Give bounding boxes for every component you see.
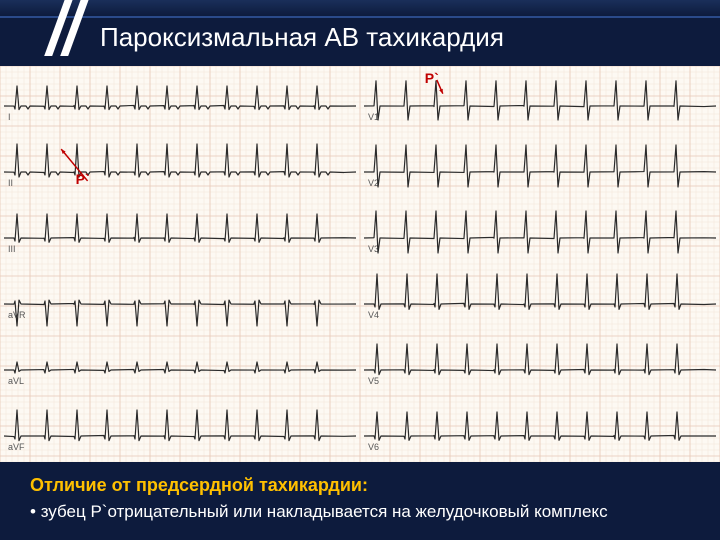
corner-decoration [40, 0, 100, 56]
svg-text:V6: V6 [368, 442, 379, 452]
p-marker-label: P` [425, 70, 439, 86]
svg-text:II: II [8, 178, 13, 188]
footer-bullet-text: зубец Р`отрицательный или накладывается … [41, 502, 608, 521]
header-bar [0, 0, 720, 18]
svg-text:V4: V4 [368, 310, 379, 320]
svg-text:aVF: aVF [8, 442, 25, 452]
slide: Пароксизмальная АВ тахикардия IIIIIIaVRa… [0, 0, 720, 540]
svg-text:III: III [8, 244, 16, 254]
svg-text:I: I [8, 112, 11, 122]
bullet-icon: • [30, 502, 41, 521]
slide-title: Пароксизмальная АВ тахикардия [100, 22, 700, 53]
footer-bullet: • зубец Р`отрицательный или накладываетс… [30, 502, 700, 522]
svg-text:aVL: aVL [8, 376, 24, 386]
p-marker-label: P` [76, 171, 90, 187]
svg-text:V5: V5 [368, 376, 379, 386]
footer-heading: Отличие от предсердной тахикардии: [30, 475, 700, 496]
footer-text: Отличие от предсердной тахикардии: • зуб… [30, 475, 700, 522]
ecg-svg: IIIIIIaVRaVLaVFV1V2V3V4V5V6 [0, 66, 720, 462]
ecg-figure: IIIIIIaVRaVLaVFV1V2V3V4V5V6 P`P` [0, 66, 720, 462]
